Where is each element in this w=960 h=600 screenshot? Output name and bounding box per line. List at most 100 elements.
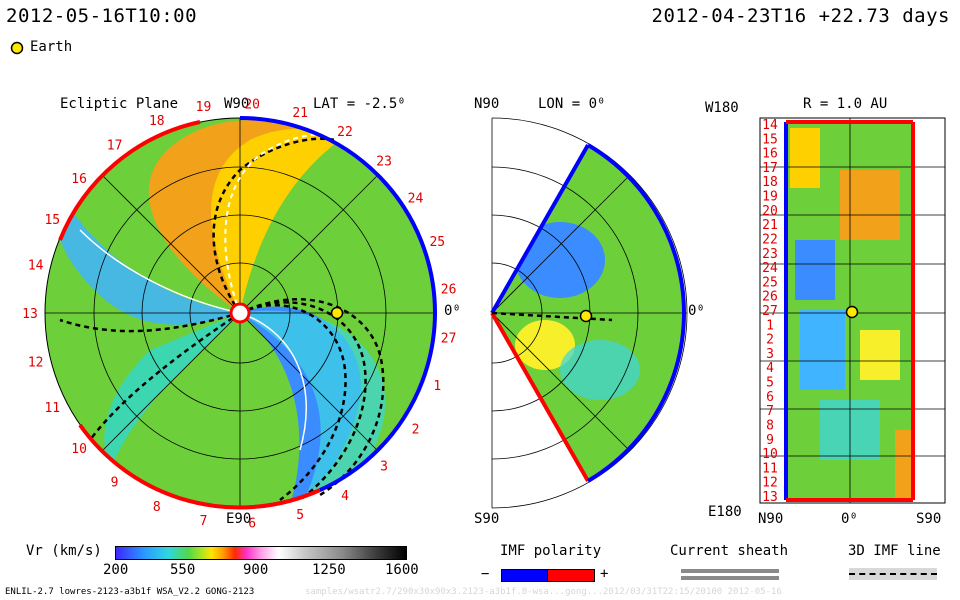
imf-line-title: 3D IMF line [848,543,941,559]
radial-fast-region-2 [840,170,900,240]
ecliptic-rotation-label: 3 [380,460,388,475]
radial-slow-region-2 [800,310,845,390]
radial-e180-label: E180 [708,504,742,520]
ecliptic-w90-label: W90 [224,96,250,112]
radial-rotation-label: 23 [762,247,778,262]
ecliptic-rotation-label: 2 [412,422,420,437]
polarity-ring-red-s [78,423,321,510]
meridional-s90-label: S90 [474,511,500,527]
ecliptic-rotation-label: 7 [200,514,208,529]
imf-line-7 [89,311,241,441]
ecliptic-rotation-label: 1 [433,379,441,394]
sun-marker [229,302,251,324]
radial-slow-region-1 [795,240,835,300]
meridional-slow-region [515,222,605,298]
radial-rotation-label: 14 [762,118,778,133]
radial-fast-region-4 [895,430,913,500]
radial-fast-region-3 [860,330,900,380]
radial-r-label: R = 1.0 AU [803,96,888,112]
radial-rotation-label: 2 [766,333,774,348]
radial-rotation-label: 12 [762,476,778,491]
ecliptic-rotation-label: 8 [153,500,161,515]
imf-line-3 [239,303,347,501]
ecliptic-rotation-label: 4 [341,489,349,504]
radial-rotation-label: 13 [762,490,778,505]
ecliptic-e90-label: E90 [226,511,252,527]
ecliptic-rotation-label: 5 [296,508,304,523]
radial-rotation-label: 10 [762,447,778,462]
current-sheath-contour-1 [79,229,241,314]
radial-rotation-label: 19 [762,190,778,205]
radial-s90-label: S90 [916,511,942,527]
slow-stream-east [54,190,240,325]
imf-polarity-plus: + [600,566,609,582]
ecliptic-rotation-labels: 19 20212223242526271234567891011121314151… [22,97,456,531]
radial-rotation-label: 15 [762,132,778,147]
imf-line-6 [59,311,241,333]
radial-rotation-label: 4 [766,361,774,376]
ecliptic-rotation-label: 6 [248,517,256,532]
radial-rotation-label: 17 [762,161,778,176]
ecliptic-rotation-label: 24 [408,192,424,207]
imf-polarity-positive-swatch [547,569,595,582]
imf-polarity-title: IMF polarity [500,543,602,559]
colorbar-tick-900: 900 [243,562,269,578]
imf-line-5 [239,298,385,497]
imf-polarity-minus: − [481,566,490,582]
radial-rotation-label: 20 [762,204,778,219]
ecliptic-rotation-label: 20 [244,97,260,112]
radial-rotation-label: 26 [762,290,778,305]
radial-rotation-label: 18 [762,175,778,190]
radial-rotation-label: 1 [766,318,774,333]
radial-rotation-label: 21 [762,218,778,233]
footer-run-path: samples/wsatr2.7/290x30x90x3.2123-a3b1f.… [305,587,782,597]
ecliptic-0deg-label: 0⁰ [444,303,461,319]
ecliptic-rotation-label: 13 [22,307,38,322]
radial-rotation-label: 5 [766,376,774,391]
current-sheath-title: Current sheath [670,543,789,559]
ecliptic-rotation-label: 23 [376,154,392,169]
imf-line-4 [239,301,367,501]
imf-line-swatch [849,573,937,575]
radial-rotation-label: 22 [762,233,778,248]
meridional-edge-south [490,312,590,482]
colorbar-tick-1250: 1250 [312,562,346,578]
colorbar-tick-550: 550 [170,562,196,578]
imf-line-2 [224,133,351,314]
ecliptic-rotation-label: 19 [196,100,212,115]
ecliptic-title: Ecliptic Plane [60,96,179,112]
ecliptic-rotation-label: 11 [44,401,60,416]
polarity-ring-blue-se [319,312,437,492]
meridional-fast-region [515,320,575,370]
polarity-ring-red-nw [58,120,201,241]
colorbar [115,546,407,560]
radial-rotation-label: 9 [766,433,774,448]
colorbar-tick-200: 200 [103,562,129,578]
model-time: 2012-05-16T10:00 [6,5,198,27]
radial-rotation-label: 7 [766,404,774,419]
meridional-mixed-region [560,340,640,400]
meridional-n90-label: N90 [474,96,500,112]
fast-stream-north-core [211,128,340,313]
ecliptic-lat-label: LAT = -2.5⁰ [313,96,406,112]
earth-legend-icon [10,40,24,55]
meridional-imf-line [491,311,613,322]
radial-w180-label: W180 [705,100,739,116]
radial-rotation-label: 3 [766,347,774,362]
earth-marker-ecliptic [330,306,344,320]
ecliptic-rotation-label: 12 [28,355,44,370]
current-sheath-swatch-2 [681,576,779,580]
imf-polarity-negative-swatch [501,569,549,582]
earth-marker-meridional [579,309,593,323]
earth-marker-radial [845,305,859,319]
polarity-ring-blue-ne [239,116,437,314]
radial-fast-region-1 [790,128,820,188]
meridional-outer-ring [586,143,686,483]
ecliptic-rotation-label: 18 [149,114,165,129]
radial-rotation-label: 6 [766,390,774,405]
radial-rotation-label: 8 [766,419,774,434]
meridional-edge-north [490,144,590,314]
earth-legend-label: Earth [30,39,73,55]
